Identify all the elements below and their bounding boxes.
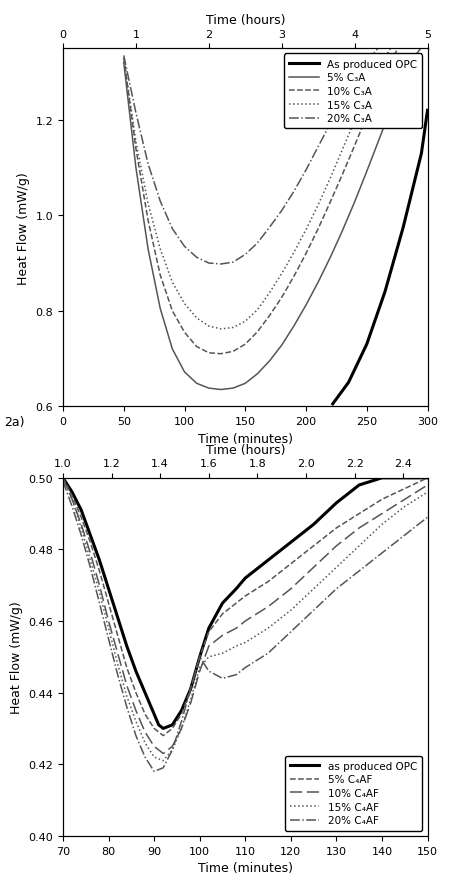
Legend: As produced OPC, 5% C₃A, 10% C₃A, 15% C₃A, 20% C₃A: As produced OPC, 5% C₃A, 10% C₃A, 15% C₃… bbox=[284, 55, 422, 130]
X-axis label: Time (minutes): Time (minutes) bbox=[198, 861, 293, 874]
Y-axis label: Heat Flow (mW/g): Heat Flow (mW/g) bbox=[17, 172, 30, 284]
X-axis label: Time (minutes): Time (minutes) bbox=[198, 432, 293, 445]
Y-axis label: Heat Flow (mW/g): Heat Flow (mW/g) bbox=[10, 601, 23, 713]
Legend: as produced OPC, 5% C₄AF, 10% C₄AF, 15% C₄AF, 20% C₄AF: as produced OPC, 5% C₄AF, 10% C₄AF, 15% … bbox=[285, 755, 422, 831]
Text: 2a): 2a) bbox=[4, 416, 25, 429]
X-axis label: Time (hours): Time (hours) bbox=[206, 443, 285, 456]
X-axis label: Time (hours): Time (hours) bbox=[206, 14, 285, 27]
